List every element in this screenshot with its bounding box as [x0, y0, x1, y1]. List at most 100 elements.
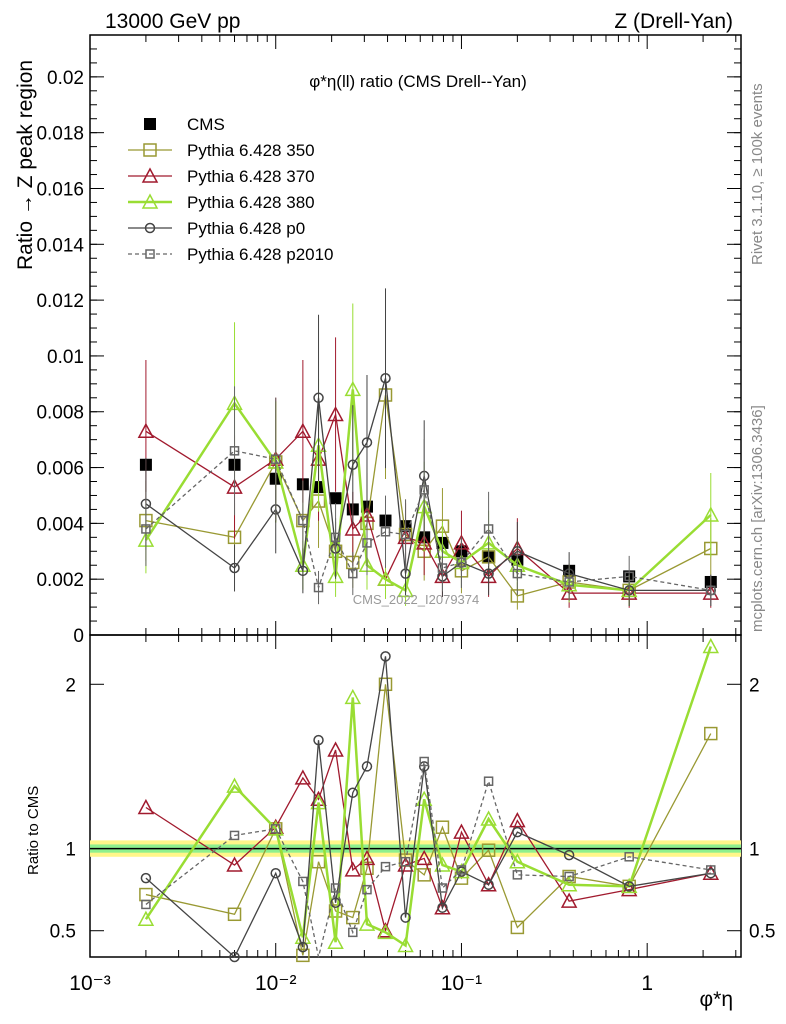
y-tick-label: 0.002 [36, 570, 84, 591]
ratio-series-line [144, 646, 712, 948]
point [563, 849, 575, 861]
point [344, 861, 362, 877]
main-panel: 0 0.002 0.004 0.006 0.008 0.01 0.012 0.014 0.016… [36, 34, 742, 647]
ratio-y-label: Ratio to CMS [25, 786, 42, 875]
y-tick-label: 0.006 [36, 459, 84, 480]
point [140, 872, 152, 884]
ratio-series-line [145, 761, 711, 958]
point [419, 485, 429, 495]
ratio-frame [89, 634, 742, 958]
point [330, 883, 341, 893]
point [702, 637, 720, 654]
point [480, 876, 497, 892]
point [512, 870, 523, 880]
watermark: CMS_2022_I2079374 [353, 592, 480, 607]
y-tick-label: 2 [65, 675, 76, 696]
point [358, 915, 376, 931]
point [227, 907, 242, 922]
point [144, 222, 156, 234]
legend-label: Pythia 6.428 p0 [187, 219, 305, 238]
y-tick-label-right: 0.5 [749, 922, 775, 943]
plot-title: φ*η(ll) ratio (CMS Drell--Yan) [309, 72, 527, 91]
point [229, 562, 240, 574]
series-line [145, 378, 711, 591]
point [380, 861, 391, 872]
ratio-panel: 10⁻³ 10⁻² 10⁻¹ 1 0.5 0.5 1 1 2 2 [50, 634, 775, 995]
point [480, 810, 497, 826]
header-right: Z (Drell-Yan) [614, 10, 733, 33]
point [509, 853, 526, 869]
point [380, 526, 391, 537]
x-tick-label: 1 [641, 972, 653, 995]
point [313, 734, 324, 746]
rivet-label: Rivet 3.1.10, ≥ 100k events [749, 83, 766, 265]
point [141, 167, 159, 183]
y-tick-label: 0.004 [36, 514, 84, 535]
y-tick-label: 0.014 [36, 235, 84, 256]
point [560, 892, 578, 908]
point [481, 843, 496, 857]
legend-label: Pythia 6.428 350 [187, 141, 315, 160]
x-tick-label: 10⁻¹ [441, 972, 482, 995]
point [327, 741, 344, 757]
point [378, 677, 393, 692]
point [297, 565, 309, 577]
point [229, 951, 240, 963]
point [702, 506, 720, 522]
series-line [145, 411, 711, 594]
y-tick-label: 0.018 [36, 124, 84, 145]
point [437, 883, 448, 893]
point [362, 538, 372, 548]
point [624, 571, 634, 582]
point [137, 422, 155, 439]
y-tick-label: 0.012 [36, 291, 84, 312]
point [294, 769, 312, 785]
point [313, 582, 324, 593]
point [144, 118, 156, 130]
point [347, 459, 359, 471]
point [294, 422, 312, 439]
ratio-series-line [145, 656, 711, 959]
point [456, 557, 467, 568]
point [435, 820, 450, 834]
point [437, 563, 448, 573]
point [348, 927, 358, 938]
point [226, 777, 243, 793]
point [512, 568, 523, 579]
point [509, 812, 526, 828]
point [483, 568, 494, 579]
point [456, 865, 467, 875]
ratio-series-line [145, 684, 712, 956]
series-line [144, 389, 712, 593]
header-left: 13000 GeV pp [105, 10, 240, 33]
x-axis-label: φ*η [700, 988, 733, 1011]
point [344, 380, 362, 397]
point [348, 568, 358, 579]
point [141, 193, 159, 209]
point [510, 920, 525, 935]
point [270, 824, 281, 834]
point [310, 793, 327, 810]
point [380, 373, 391, 384]
point [229, 446, 240, 456]
x-tick-label: 10⁻³ [69, 972, 110, 995]
x-tick-label: 10⁻² [255, 972, 296, 995]
legend: CMS Pythia 6.428 350 Pythia 6.428 370 Pythi… [128, 115, 334, 264]
y-tick-label-right: 1 [749, 840, 760, 861]
point [327, 933, 344, 949]
point [377, 570, 394, 586]
point [400, 856, 411, 867]
y-tick-label: 0.02 [47, 68, 84, 89]
series-line [145, 394, 712, 597]
point [362, 884, 372, 895]
point [270, 867, 281, 879]
point [270, 454, 281, 464]
point [145, 249, 155, 259]
point [137, 910, 155, 926]
mcplots-label: mcplots.cern.ch [arXiv:1306.3436] [749, 405, 766, 632]
legend-label: Pythia 6.428 370 [187, 167, 315, 186]
point [361, 437, 373, 448]
point [512, 826, 523, 838]
point [397, 936, 414, 953]
point [226, 856, 243, 872]
